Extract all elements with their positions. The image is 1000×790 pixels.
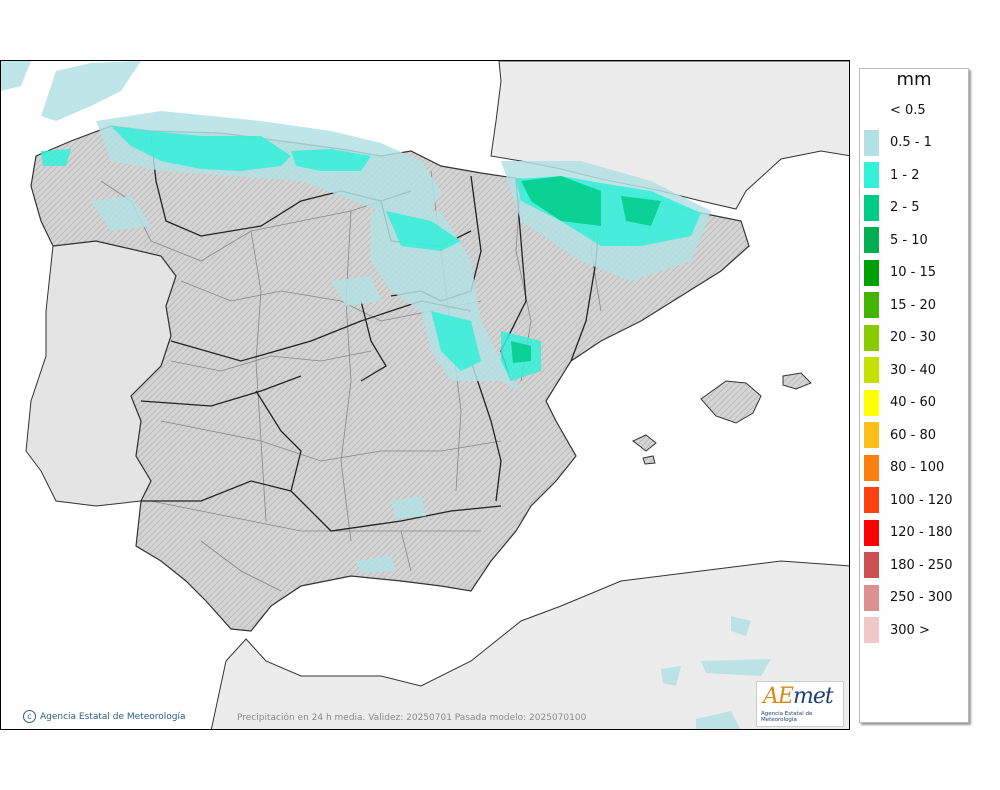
legend-item: 60 - 80: [864, 422, 936, 448]
legend-label: 10 - 15: [890, 265, 937, 280]
legend-swatch: [864, 324, 879, 351]
menorca-island: [782, 372, 812, 390]
legend-label: 0.5 - 1: [890, 135, 932, 150]
legend-label: 15 - 20: [890, 297, 937, 313]
legend-swatch: [864, 162, 879, 188]
legend-swatch: [864, 584, 879, 611]
legend-label: 2 - 5: [890, 200, 920, 215]
legend-swatch: [864, 519, 879, 546]
aemet-logo-word: AEmet: [763, 684, 834, 709]
legend-label: 180 - 250: [890, 557, 953, 573]
legend-item: 1 - 2: [864, 162, 920, 188]
legend-swatch: [864, 357, 879, 383]
legend-swatch: [864, 129, 879, 156]
legend-unit: mm: [896, 69, 932, 90]
credit-text: Agencia Estatal de Meteorología: [40, 711, 186, 722]
legend-item: 5 - 10: [864, 227, 928, 253]
legend-label: 100 - 120: [890, 492, 953, 508]
legend-item: 10 - 15: [864, 259, 937, 286]
legend-label: 40 - 60: [890, 395, 937, 410]
legend-label: 300 >: [890, 622, 930, 638]
legend-item: 250 - 300: [864, 584, 953, 611]
aemet-credit: c Agencia Estatal de Meteorología: [23, 710, 186, 723]
legend-swatch: [864, 259, 879, 286]
legend-swatch: [864, 487, 879, 513]
mallorca-island: [700, 380, 762, 424]
legend-item: 180 - 250: [864, 552, 953, 578]
legend-item: < 0.5: [864, 97, 926, 123]
map-canvas: [1, 61, 849, 729]
aemet-logo: AEmet Agencia Estatal de Meteorología: [756, 681, 844, 727]
formentera-island: [642, 455, 656, 465]
legend-swatch: [864, 227, 879, 253]
legend-swatch: [864, 97, 879, 123]
legend-swatch: [864, 389, 879, 416]
legend-item: 2 - 5: [864, 194, 920, 221]
legend-swatch: [864, 552, 879, 578]
legend-label: < 0.5: [890, 102, 926, 118]
legend-label: 80 - 100: [890, 460, 945, 475]
legend-item: 80 - 100: [864, 454, 945, 481]
legend-item: 40 - 60: [864, 389, 937, 416]
legend-label: 1 - 2: [890, 167, 920, 183]
legend-item: 30 - 40: [864, 357, 936, 383]
copyright-icon: c: [23, 710, 36, 723]
legend-swatch: [864, 617, 879, 643]
legend-item: 300 >: [864, 617, 930, 643]
legend-item: 120 - 180: [864, 519, 953, 546]
legend-item: 15 - 20: [864, 292, 936, 318]
legend-label: 60 - 80: [890, 427, 937, 443]
legend-label: 250 - 300: [890, 590, 953, 605]
aemet-logo-subtitle: Agencia Estatal de Meteorología: [761, 711, 813, 723]
legend-label: 120 - 180: [890, 525, 953, 540]
precipitation-layer: [1, 61, 771, 729]
legend-item: 100 - 120: [864, 487, 953, 513]
legend-item: 0.5 - 1: [864, 129, 932, 156]
legend-swatch: [864, 292, 879, 318]
precipitation-map: c Agencia Estatal de Meteorología Precip…: [0, 60, 850, 730]
legend-label: 5 - 10: [890, 232, 928, 248]
africa-land: [210, 560, 849, 729]
province-borders: [100, 170, 602, 592]
map-caption: Precipitación en 24 h media. Validez: 20…: [237, 713, 587, 723]
legend-swatch: [864, 454, 879, 481]
precipitation-legend: mm < 0.5 0.5 - 1 1 - 2 2 - 5 5 - 10 10 - 15 15…: [859, 68, 969, 723]
legend-label: 20 - 30: [890, 330, 937, 345]
legend-swatch: [864, 422, 879, 448]
ibiza-island: [632, 434, 657, 452]
legend-label: 30 - 40: [890, 362, 937, 378]
legend-swatch: [864, 194, 879, 221]
legend-item: 20 - 30: [864, 324, 937, 351]
